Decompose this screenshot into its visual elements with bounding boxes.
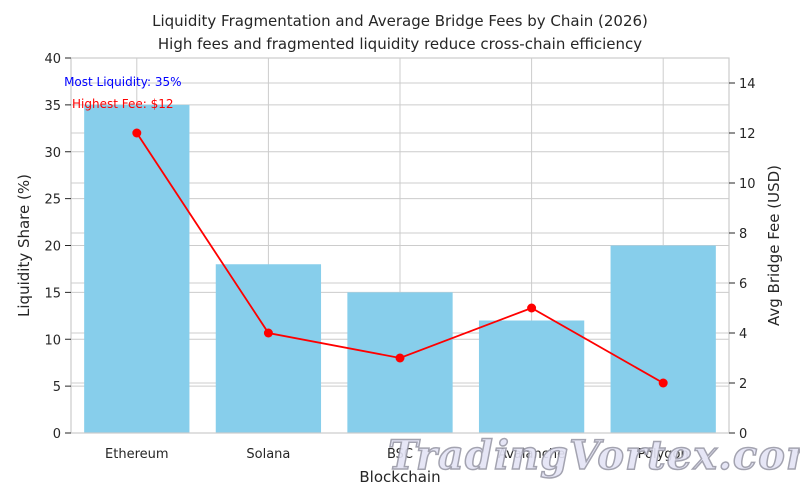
y2-axis-title: Avg Bridge Fee (USD) [765, 165, 783, 326]
y-tick-label: 15 [44, 286, 61, 301]
fee-marker [132, 128, 142, 138]
x-tick-label: Solana [246, 447, 290, 462]
y2-tick-label: 14 [739, 77, 756, 92]
y2-tick-label: 0 [739, 427, 747, 442]
y-tick-label: 35 [44, 99, 61, 114]
bar-bsc [347, 292, 453, 433]
y-tick-label: 40 [44, 52, 61, 67]
x-tick-label: Polygon [638, 447, 689, 462]
bar-solana [215, 264, 322, 433]
y2-tick-label: 10 [739, 177, 756, 192]
x-axis-title: Blockchain [359, 468, 440, 486]
y2-tick-label: 2 [739, 377, 747, 392]
y2-tick-label: 12 [739, 127, 756, 142]
fee-marker [527, 303, 537, 313]
y-tick-label: 20 [44, 240, 61, 255]
y-tick-label: 10 [44, 333, 61, 348]
bar-avalanche [478, 320, 585, 433]
bar-polygon [610, 245, 716, 433]
x-tick-label: BSC [387, 447, 413, 462]
y2-tick-label: 4 [739, 327, 747, 342]
y2-tick-label: 8 [739, 227, 747, 242]
chart-subtitle: High fees and fragmented liquidity reduc… [157, 35, 643, 53]
x-tick-label: Ethereum [105, 447, 169, 462]
fee-marker [658, 378, 668, 388]
y-tick-label: 30 [44, 146, 61, 161]
watermark: TradingVortex.com [387, 431, 800, 480]
annotation-most-liquidity: Most Liquidity: 35% [64, 75, 181, 89]
annotation-highest-fee: Highest Fee: $12 [72, 97, 174, 111]
x-tick-label: Avalanche [498, 447, 565, 462]
y-tick-label: 0 [53, 427, 61, 442]
chart-title: Liquidity Fragmentation and Average Brid… [152, 12, 648, 30]
fee-marker [263, 328, 273, 338]
y-tick-label: 25 [44, 193, 61, 208]
y-tick-label: 5 [53, 380, 61, 395]
y-axis-title: Liquidity Share (%) [15, 174, 33, 317]
fee-marker [395, 353, 405, 363]
bar-ethereum [84, 104, 190, 433]
y2-tick-label: 6 [739, 277, 747, 292]
